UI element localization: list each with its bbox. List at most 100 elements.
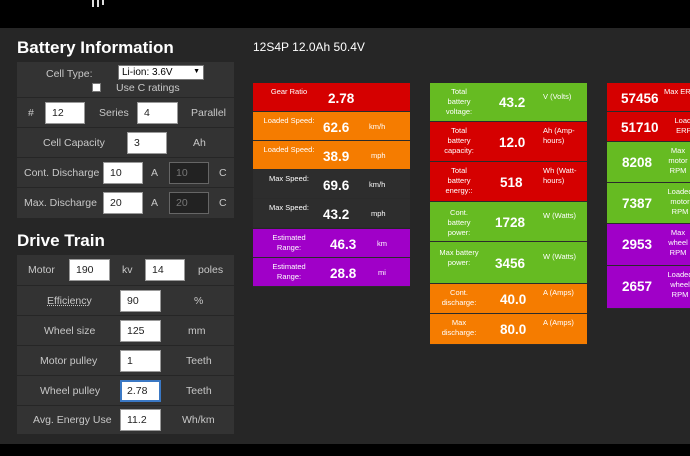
result-value: 69.6 [323, 178, 350, 193]
result-card: Gear Ratio 2.78 [253, 83, 410, 112]
poles-input[interactable]: 14 [145, 259, 185, 281]
result-value: 43.2 [323, 207, 350, 222]
result-label: Max ERPM [664, 87, 690, 96]
cont-discharge-label: Cont. Discharge [24, 167, 100, 179]
battery-panel: Cell Type: Li-ion: 3.6V ▼ Use C ratings … [17, 62, 234, 218]
result-label: Estimated Range: [272, 233, 306, 252]
cell-capacity-label: Cell Capacity [43, 137, 105, 149]
result-card: Total battery capacity: 12.0 Ah (Amp-hou… [430, 122, 587, 162]
result-value: 57456 [621, 91, 659, 106]
cont-discharge-c-input: 10 [169, 162, 209, 184]
result-label: Max motor RPM [668, 146, 688, 175]
cont-discharge-input[interactable]: 10 [103, 162, 143, 184]
result-card: Cont. discharge: 40.0 A (Amps) [430, 284, 587, 314]
cont-discharge-unit: A [151, 167, 159, 179]
cell-type-label: Cell Type: [46, 68, 93, 80]
result-unit: Wh (Watt-hours) [543, 166, 577, 185]
result-card: Estimated Range: 46.3 km [253, 229, 410, 258]
wheel-size-row: Wheel size 125 mm [17, 315, 234, 345]
parallel-input[interactable]: 4 [137, 102, 178, 124]
result-value: 3456 [495, 256, 526, 271]
result-card: 51710 Loaded ERPM [607, 112, 690, 142]
result-label: Gear Ratio [270, 87, 308, 96]
parallel-label: Parallel [191, 107, 227, 119]
result-value: 7387 [622, 196, 653, 211]
result-label: Estimated Range: [272, 262, 306, 281]
result-card: Max discharge: 80.0 A (Amps) [430, 314, 587, 345]
calculator-app: Battery Information Cell Type: Li-ion: 3… [0, 28, 690, 444]
cell-type-select[interactable]: Li-ion: 3.6V ▼ [118, 65, 204, 80]
use-c-ratings-checkbox[interactable] [92, 83, 101, 92]
result-value: 40.0 [500, 292, 527, 307]
motor-kv-input[interactable]: 190 [69, 259, 110, 281]
energy-use-input[interactable]: 11.2 [120, 409, 161, 431]
result-label: Cont. battery power: [447, 208, 471, 237]
result-card: Loaded Speed: 38.9 mph [253, 141, 410, 170]
result-label: Loaded motor RPM [667, 187, 690, 216]
result-label: Cont. discharge: [441, 288, 477, 307]
wheel-pulley-input[interactable]: 2.78 [120, 380, 161, 402]
result-unit: km/h [369, 122, 386, 131]
result-unit: mi [378, 268, 386, 277]
battery-summary-title: 12S4P 12.0Ah 50.4V [253, 40, 365, 54]
efficiency-label[interactable]: Efficiency [47, 295, 92, 307]
chevron-down-icon: ▼ [193, 68, 200, 75]
result-unit: W (Watts) [543, 252, 577, 261]
result-card: Cont. battery power: 1728 W (Watts) [430, 202, 587, 242]
rpm-results-column: 57456 Max ERPM 51710 Loaded ERPM 8208 Ma… [607, 83, 690, 309]
result-label: Max Speed: [268, 203, 310, 212]
result-value: 2.78 [328, 91, 355, 106]
result-card: Max Speed: 43.2 mph [253, 199, 410, 228]
result-unit: km [377, 239, 387, 248]
result-card: Estimated Range: 28.8 mi [253, 258, 410, 287]
cell-capacity-input[interactable]: 3 [127, 132, 167, 154]
result-label: Total battery voltage: [445, 87, 473, 116]
result-label: Loaded Speed: [263, 145, 315, 154]
result-label: Loaded Speed: [263, 116, 315, 125]
result-value: 28.8 [330, 266, 357, 281]
wheel-size-input[interactable]: 125 [120, 320, 161, 342]
result-card: 8208 Max motor RPM [607, 142, 690, 183]
result-label: Max discharge: [441, 318, 477, 337]
result-unit: W (Watts) [543, 211, 577, 220]
max-discharge-unit: A [151, 197, 159, 209]
battery-heading: Battery Information [17, 38, 174, 57]
result-unit: mph [371, 209, 386, 218]
cell-type-row: Cell Type: Li-ion: 3.6V ▼ Use C ratings [17, 62, 234, 97]
wheel-size-label: Wheel size [44, 325, 96, 337]
result-unit: V (Volts) [543, 92, 572, 101]
result-value: 518 [500, 175, 523, 190]
result-label: Total battery capacity: [444, 126, 474, 155]
result-value: 2953 [622, 237, 653, 252]
max-discharge-c-input: 20 [169, 192, 209, 214]
cell-capacity-unit: Ah [193, 137, 206, 149]
efficiency-input[interactable]: 90 [120, 290, 161, 312]
motor-pulley-unit: Teeth [186, 355, 212, 367]
result-unit: mph [371, 151, 386, 160]
result-value: 51710 [621, 120, 659, 135]
result-label: Loaded wheel RPM [667, 270, 690, 299]
series-input[interactable]: 12 [45, 102, 85, 124]
energy-use-label: Avg. Energy Use [33, 414, 112, 426]
result-card: Loaded Speed: 62.6 km/h [253, 112, 410, 141]
kv-label: kv [122, 264, 133, 276]
result-label: Max battery power: [439, 248, 479, 267]
efficiency-unit: % [194, 295, 204, 307]
max-discharge-input[interactable]: 20 [103, 192, 143, 214]
result-label: Max wheel RPM [668, 228, 688, 257]
series-hash-label: # [28, 107, 34, 119]
result-unit: A (Amps) [543, 288, 574, 297]
cell-capacity-row: Cell Capacity 3 Ah [17, 127, 234, 157]
efficiency-row: Efficiency 90 % [17, 285, 234, 315]
motor-pulley-input[interactable]: 1 [120, 350, 161, 372]
result-card: Total battery voltage: 43.2 V (Volts) [430, 83, 587, 122]
poles-label: poles [198, 264, 224, 276]
max-discharge-c-unit: C [219, 197, 227, 209]
use-c-ratings-label: Use C ratings [116, 82, 180, 94]
result-card: 7387 Loaded motor RPM [607, 183, 690, 224]
cont-discharge-c-unit: C [219, 167, 227, 179]
wheel-pulley-label: Wheel pulley [40, 385, 101, 397]
result-card: Max Speed: 69.6 km/h [253, 170, 410, 199]
result-value: 43.2 [499, 95, 526, 110]
wheel-size-unit: mm [188, 325, 206, 337]
